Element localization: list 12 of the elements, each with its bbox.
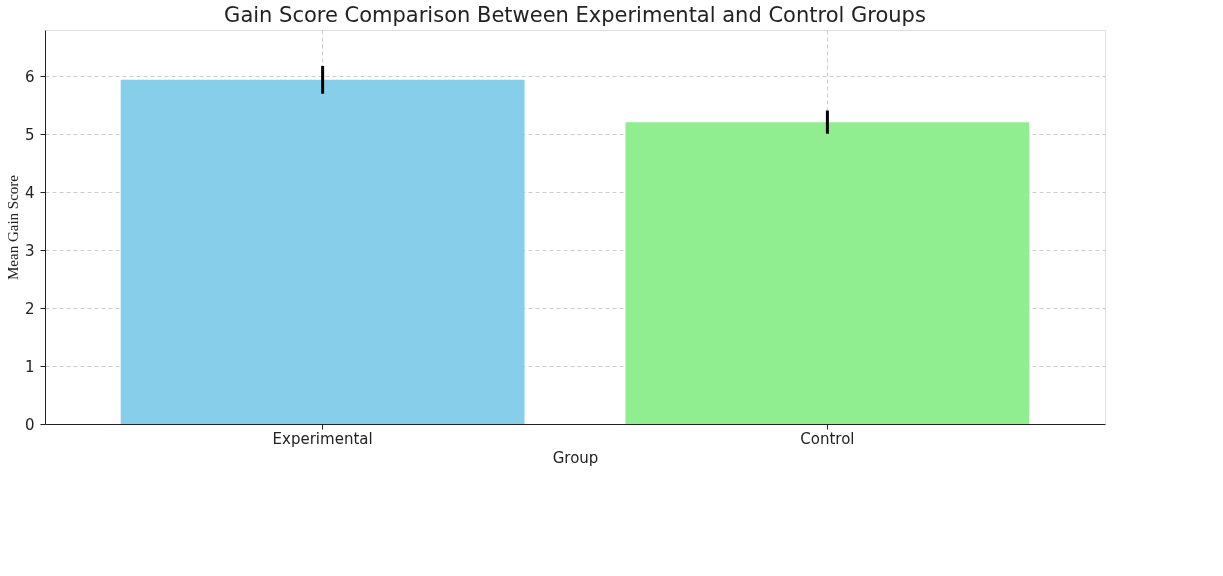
y-tick-label: 1 [24,357,35,376]
x-tick-label: Control [800,429,855,448]
y-tick-label: 0 [24,415,35,434]
y-tick-label: 2 [24,299,35,318]
chart-title: Gain Score Comparison Between Experimental and Control Groups [224,3,926,27]
x-axis-title: Group [552,448,599,467]
x-tick-label: Experimental [272,429,373,448]
y-tick-label: 5 [24,125,35,144]
y-tick-label: 6 [24,67,35,86]
y-tick-label: 3 [24,241,35,260]
y-axis-title: Mean Gain Score [4,174,21,280]
y-tick-label: 4 [24,183,35,202]
